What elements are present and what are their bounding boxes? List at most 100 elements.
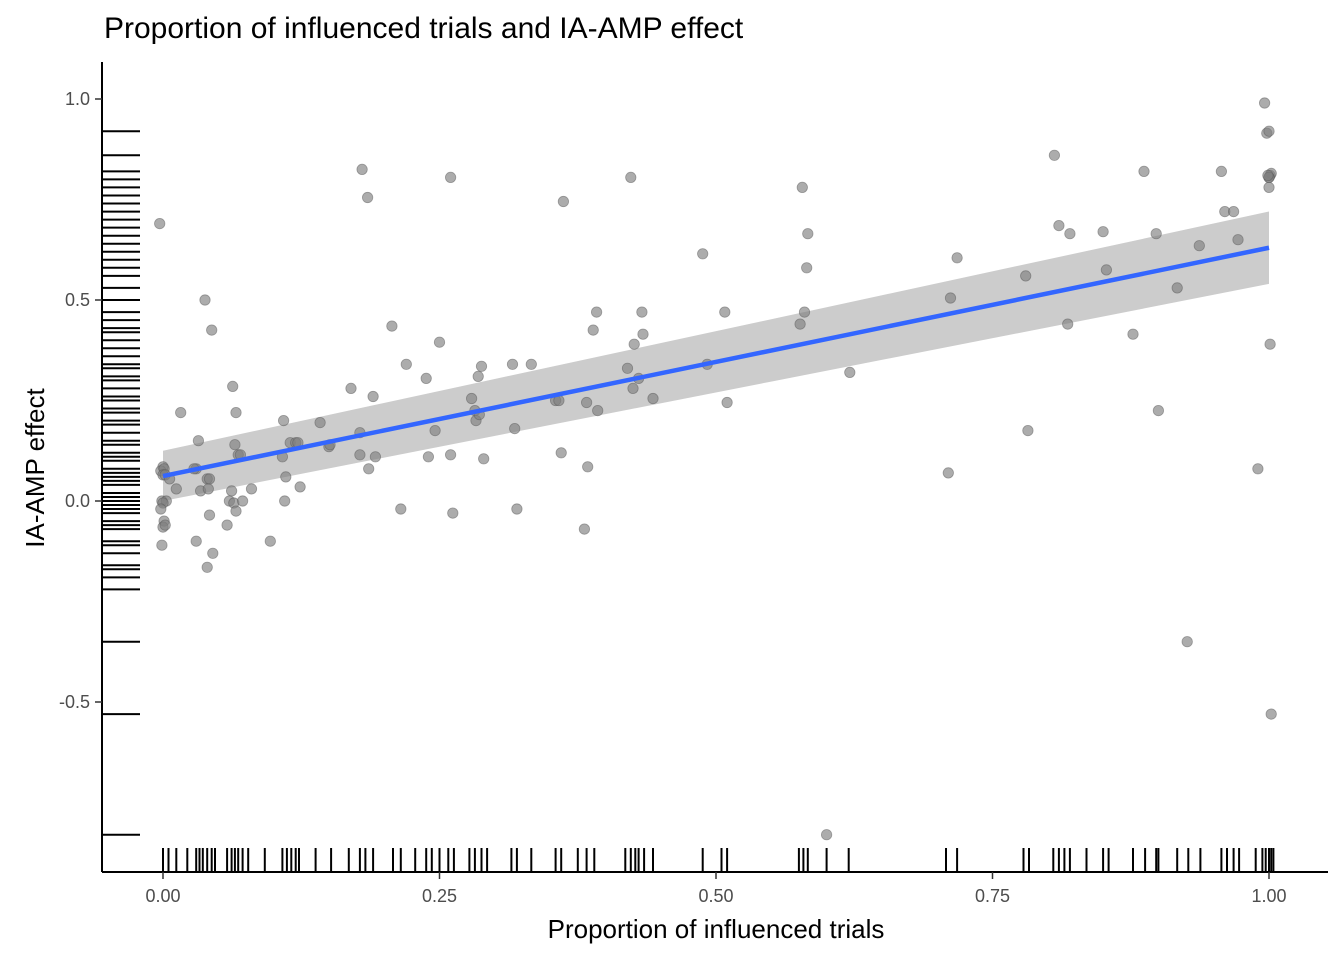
x-tick-label: 0.75 [975,886,1010,906]
data-point [721,396,733,409]
data-point [1228,206,1240,218]
data-point [447,507,459,519]
x-axis-label: Proportion of influenced trials [548,914,885,944]
data-point [587,324,599,336]
data-point [422,451,434,463]
data-point [361,191,374,204]
data-point [420,372,432,384]
data-point [1263,125,1275,137]
x-tick-label: 0.50 [698,886,733,906]
data-point [226,485,238,497]
data-point [951,252,963,264]
data-point [621,362,634,374]
data-point [465,392,478,405]
data-point [159,519,171,531]
data-point [277,414,290,427]
data-point [314,416,326,429]
confidence-band [163,211,1269,501]
data-point [478,453,490,465]
x-tick-label: 0.25 [422,886,457,906]
data-point [1138,165,1150,177]
data-point [175,406,187,419]
data-point [154,218,166,230]
y-tick-label: 0.5 [65,290,90,310]
data-point [280,471,292,483]
data-point [475,360,488,372]
data-point [201,561,213,573]
data-point [230,505,242,517]
data-point [1262,169,1274,181]
data-point [429,424,441,437]
data-point [367,390,379,403]
data-point [1171,282,1183,294]
data-point [697,248,709,260]
data-point [245,483,258,495]
data-point [203,473,216,485]
data-point [582,461,594,473]
data-point [199,294,211,306]
data-point [625,171,637,183]
x-rug [162,848,1275,872]
data-point [944,292,957,304]
data-point [590,306,603,318]
data-point [229,439,241,451]
data-point [395,503,407,515]
data-point [206,324,218,336]
data-point [636,306,648,318]
trend-line [162,245,1270,479]
data-point [190,535,202,547]
data-point [802,228,814,240]
data-point [1097,226,1109,238]
data-point [796,181,808,193]
data-point [719,306,731,318]
axes: 0.00 0.25 0.50 0.75 1.00 -0.5 0.0 0.5 1.0 [59,62,1328,906]
data-point [942,467,954,479]
data-point [794,318,806,330]
data-point [844,366,856,378]
data-point [1062,318,1074,330]
data-point [279,495,291,507]
data-point [1048,149,1061,161]
data-point [237,495,249,507]
data-point [444,449,457,461]
data-point [1022,424,1034,437]
data-point [592,404,604,417]
data-point [557,195,570,208]
data-point [356,163,368,175]
y-axis-label: IA-AMP effect [20,388,50,548]
data-point [1263,181,1275,193]
data-point [170,483,182,495]
data-point [627,382,639,394]
y-rug [102,130,140,836]
data-point [1265,708,1277,720]
data-point [580,396,593,409]
data-point [1127,328,1139,340]
data-point [1264,338,1276,350]
data-point [1232,234,1244,246]
chart-title: Proportion of influenced trials and IA-A… [104,12,744,45]
y-tick-label: 0.0 [65,491,90,511]
data-point [1215,165,1228,177]
data-point [444,171,457,183]
data-point [156,539,168,551]
y-tick-label: -0.5 [59,692,90,712]
x-tick-label: 0.00 [145,886,180,906]
data-point [192,435,204,447]
trend-line-segment [162,245,1270,479]
data-point [363,463,375,475]
data-point [647,392,659,405]
data-point [1259,97,1271,109]
data-point [555,447,567,459]
data-point [1181,636,1193,648]
data-point [1150,228,1162,240]
data-point [1193,240,1205,252]
x-tick-label: 1.00 [1251,886,1286,906]
data-point [798,306,811,318]
data-point [1100,264,1113,276]
data-point [1152,404,1165,417]
data-point [230,406,242,419]
data-point [207,547,219,559]
data-point [578,523,591,535]
data-point [369,451,381,463]
